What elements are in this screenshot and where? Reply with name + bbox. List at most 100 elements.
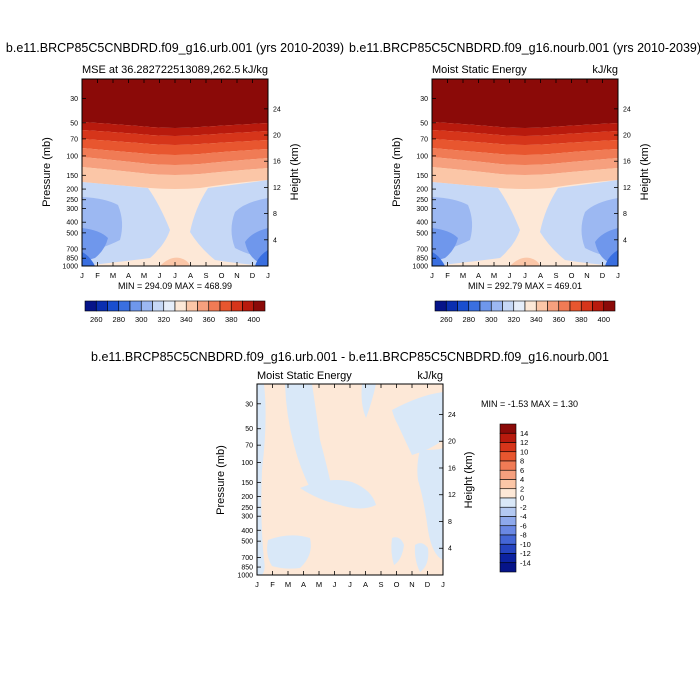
colorbar-label: 360 [552,315,565,324]
colorbar-swatch [208,300,221,312]
colorbar-swatch [95,300,108,312]
colorbar-label: 340 [180,315,193,324]
y-right-tick-label: 16 [273,159,281,166]
y-right-tick-label: 12 [623,185,631,192]
x-tick-label: F [270,580,275,589]
axis-ticks: J F M A M J J A S O N D J 30 50 70 100 150 200 250 300 400 500… [412,79,631,280]
y-tick-label: 700 [66,246,78,253]
colorbar-label: 8 [520,457,524,466]
colorbar-label: 2 [520,484,524,493]
y-right-tick-label: 4 [448,546,452,553]
y-tick-label: 50 [420,120,428,127]
x-tick-label: A [538,271,543,280]
colorbar-swatch [499,460,517,471]
colorbar-label: -14 [520,558,531,567]
colorbar-swatch [163,300,176,312]
x-tick-label: M [141,271,147,280]
y-tick-label: 150 [66,173,78,180]
colorbar-swatch [580,300,593,312]
colorbar-swatch [499,543,517,554]
colorbar-label: 14 [520,429,528,438]
colorbar-swatch [603,300,616,312]
y-tick-label: 200 [66,187,78,194]
x-tick-label: M [491,271,497,280]
x-tick-label: J [333,580,337,589]
colorbar-swatch [499,562,517,573]
x-tick-label: A [363,580,368,589]
colorbar-swatch [230,300,243,312]
x-tick-label: J [441,580,445,589]
contour-field [257,384,443,575]
y-tick-label: 100 [66,153,78,160]
x-tick-label: J [523,271,527,280]
y-tick-label: 1000 [412,264,428,271]
panel-subtitle-right: kJ/kg [592,64,618,76]
colorbar-label: 320 [157,315,170,324]
panel-title: b.e11.BRCP85C5CNBDRD.f09_g16.urb.001 (yr… [6,41,344,55]
colorbar-label: 12 [520,438,528,447]
y-tick-label: 300 [416,206,428,213]
colorbar-swatch [499,442,517,453]
y-right-tick-label: 24 [623,106,631,113]
colorbar: 260 280 300 320 340 360 380 400 [434,300,616,324]
y-tick-label: 30 [70,96,78,103]
x-tick-label: S [553,271,558,280]
colorbar-swatch [152,300,165,312]
colorbar-swatch [499,423,517,434]
colorbar-swatch [185,300,198,312]
colorbar-swatch [499,516,517,527]
y-tick-label: 1000 [62,264,78,271]
contour-field [82,79,268,266]
y-right-tick-label: 12 [273,185,281,192]
x-tick-label: F [95,271,100,280]
x-tick-label: M [316,580,322,589]
colorbar-label: -8 [520,531,527,540]
colorbar-swatch [253,300,266,312]
panel-top-left: b.e11.BRCP85C5CNBDRD.f09_g16.urb.001 (yr… [6,41,344,324]
panel-subtitle-left: Moist Static Energy [432,64,527,76]
colorbar-swatch [499,525,517,536]
y-right-tick-label: 8 [273,211,277,218]
colorbar-swatch [569,300,582,312]
panel-title: b.e11.BRCP85C5CNBDRD.f09_g16.nourb.001 (… [349,41,700,55]
x-tick-label: J [348,580,352,589]
y-right-tick-label: 20 [448,439,456,446]
x-tick-label: F [445,271,450,280]
y-tick-label: 30 [245,401,253,408]
colorbar-swatch [84,300,97,312]
colorbar-label: 360 [202,315,215,324]
x-tick-label: J [255,580,259,589]
colorbar-label: -4 [520,512,527,521]
colorbar-label: 280 [462,315,475,324]
x-tick-label: S [378,580,383,589]
y-axis-label-right: Height (km) [289,144,301,201]
y-tick-label: 100 [241,460,253,467]
min-max-label: MIN = 294.09 MAX = 468.99 [118,281,232,291]
y-tick-label: 100 [416,153,428,160]
y-tick-label: 400 [66,220,78,227]
y-tick-label: 500 [416,230,428,237]
x-tick-label: D [250,271,256,280]
y-right-tick-label: 16 [623,159,631,166]
colorbar-swatch [524,300,537,312]
colorbar-swatch [118,300,131,312]
colorbar-label: 380 [575,315,588,324]
min-max-label: MIN = -1.53 MAX = 1.30 [481,399,578,409]
colorbar-swatch [499,497,517,508]
colorbar-label: 340 [530,315,543,324]
colorbar-swatch [499,432,517,443]
y-axis-label-left: Pressure (mb) [391,137,403,207]
panel-top-right: b.e11.BRCP85C5CNBDRD.f09_g16.nourb.001 (… [349,41,700,324]
y-tick-label: 250 [66,197,78,204]
panel-subtitle-right: kJ/kg [242,64,268,76]
y-tick-label: 70 [245,443,253,450]
y-right-tick-label: 20 [273,133,281,140]
colorbar-swatch [499,534,517,545]
x-tick-label: A [476,271,481,280]
colorbar-swatch [197,300,210,312]
panel-subtitle-left: MSE at 36.282722513089,262.5 [82,64,240,76]
x-tick-label: J [616,271,620,280]
axis-ticks: J F M A M J J A S O N D J 30 50 70 100 150 200 250 300 400 500… [237,384,456,589]
x-tick-label: A [301,580,306,589]
